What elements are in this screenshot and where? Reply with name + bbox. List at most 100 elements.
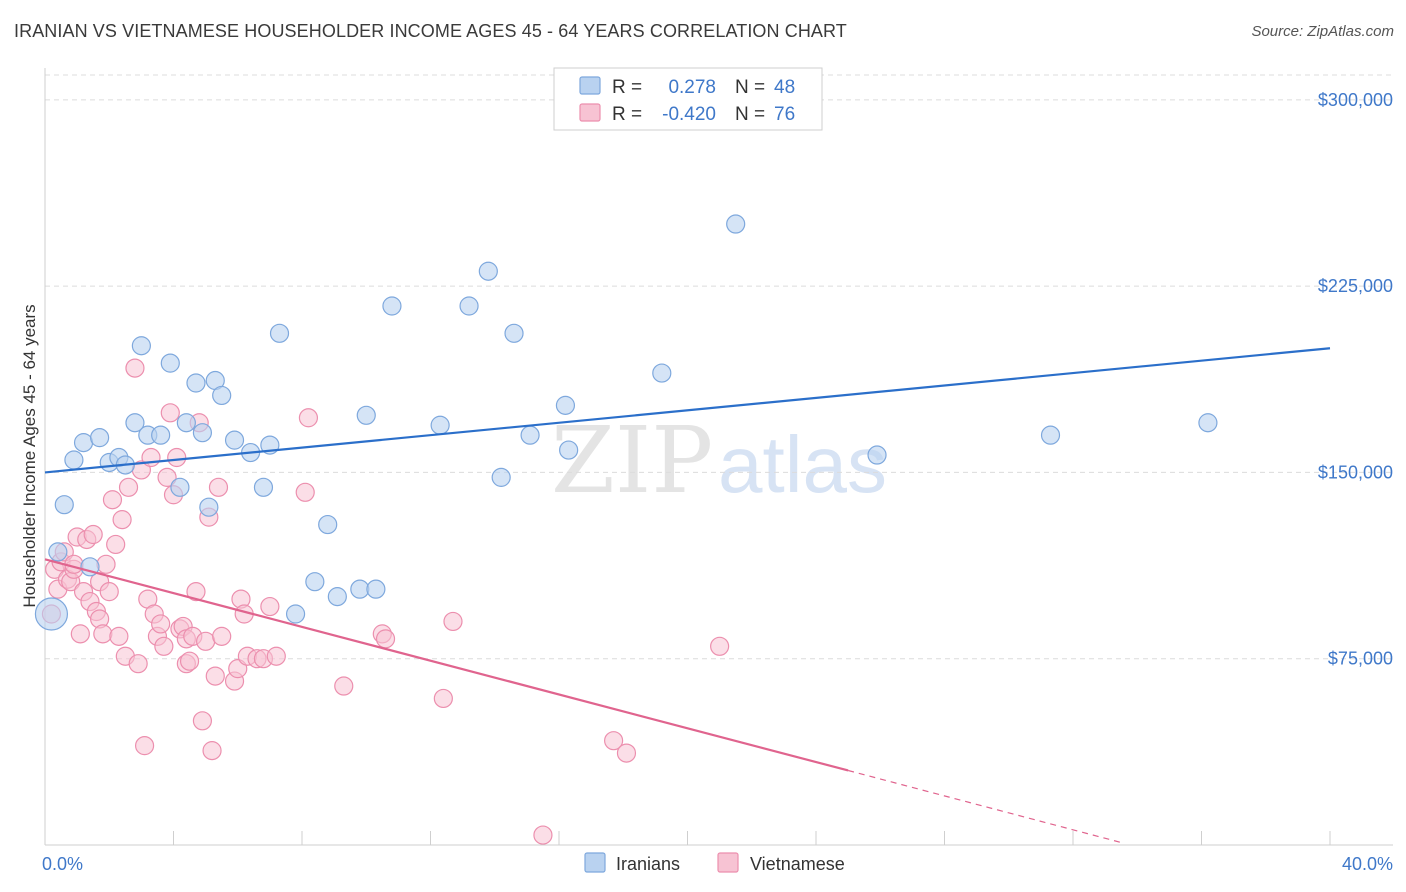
iranian-point bbox=[867, 445, 887, 465]
x-tick-label-min: 0.0% bbox=[42, 854, 83, 874]
iranian-point bbox=[73, 433, 94, 453]
vietnamese-point bbox=[112, 510, 132, 530]
iranian-point bbox=[430, 415, 450, 435]
y-tick-label: $75,000 bbox=[1328, 649, 1393, 669]
vietnamese-point bbox=[192, 711, 213, 731]
iranian-points bbox=[34, 214, 1218, 631]
iranian-point bbox=[459, 296, 479, 316]
vietnamese-point bbox=[433, 688, 453, 709]
series-legend-swatch-vietnamese bbox=[717, 852, 739, 873]
vietnamese-point bbox=[157, 467, 177, 487]
vietnamese-point bbox=[151, 614, 171, 634]
iranian-point bbox=[34, 597, 69, 631]
vietnamese-point bbox=[710, 636, 730, 656]
vietnamese-point bbox=[160, 403, 180, 423]
iranian-point bbox=[652, 363, 672, 383]
iranian-point bbox=[559, 440, 579, 460]
iranian-point bbox=[54, 495, 74, 515]
vietnamese-point bbox=[99, 582, 119, 602]
iranian-point bbox=[327, 587, 347, 607]
trend-lines bbox=[44, 347, 1331, 844]
iranian-point bbox=[253, 477, 274, 497]
iranian-point bbox=[382, 296, 402, 316]
iranian-point bbox=[269, 323, 290, 343]
legend-n-value-iranians: 48 bbox=[774, 77, 795, 98]
vietnamese-point bbox=[334, 676, 354, 696]
vietnamese-point bbox=[134, 736, 155, 756]
iranian-point bbox=[1198, 413, 1218, 433]
legend-r-label-vietnamese: R = bbox=[612, 104, 642, 125]
iranian-point bbox=[176, 413, 196, 433]
series-legend-label-iranians: Iranians bbox=[616, 854, 680, 874]
vietnamese-point bbox=[298, 408, 319, 428]
vietnamese-point bbox=[102, 490, 123, 510]
source-label: Source: ZipAtlas.com bbox=[1251, 23, 1394, 40]
iranian-trend-line bbox=[44, 347, 1331, 474]
vietnamese-point bbox=[93, 624, 113, 644]
legend-swatch-vietnamese bbox=[579, 103, 601, 122]
legend-n-label-iranians: N = bbox=[735, 77, 765, 98]
iranian-point bbox=[224, 430, 245, 450]
iranian-point bbox=[305, 572, 325, 592]
correlation-legend: R = 0.278 N = 48 R = -0.420 N = 76 bbox=[553, 67, 823, 131]
iranian-point bbox=[212, 385, 232, 406]
legend-r-label-iranians: R = bbox=[612, 77, 642, 98]
series-legend-label-vietnamese: Vietnamese bbox=[750, 854, 845, 874]
vietnamese-point bbox=[128, 654, 148, 674]
legend-n-value-vietnamese: 76 bbox=[774, 104, 795, 125]
vietnamese-point bbox=[118, 477, 139, 497]
vietnamese-point bbox=[616, 743, 637, 763]
iranian-point bbox=[48, 542, 68, 562]
vietnamese-point bbox=[70, 624, 90, 644]
vietnamese-point bbox=[167, 447, 187, 468]
y-tick-label: $300,000 bbox=[1318, 90, 1393, 110]
vietnamese-point bbox=[208, 477, 229, 497]
y-tick-labels: $75,000 $150,000 $225,000 $300,000 bbox=[1318, 90, 1393, 669]
iranian-point bbox=[90, 428, 110, 448]
axes bbox=[44, 68, 1393, 846]
vietnamese-points bbox=[41, 358, 730, 845]
legend-r-value-iranians: 0.278 bbox=[668, 77, 716, 98]
iranian-point bbox=[504, 323, 524, 343]
vietnamese-point bbox=[604, 731, 624, 751]
iranian-point bbox=[170, 477, 190, 497]
vietnamese-point bbox=[375, 629, 396, 649]
y-tick-label: $225,000 bbox=[1318, 276, 1393, 296]
iranian-point bbox=[491, 467, 511, 487]
vietnamese-point bbox=[83, 524, 103, 545]
iranian-point bbox=[366, 579, 386, 599]
vietnamese-point bbox=[443, 611, 463, 632]
series-legend-swatch-iranians bbox=[584, 852, 606, 873]
watermark-atlas: atlas bbox=[718, 420, 887, 509]
vietnamese-point bbox=[106, 534, 126, 555]
vietnamese-point bbox=[266, 646, 286, 666]
vietnamese-point bbox=[179, 651, 200, 671]
vietnamese-point bbox=[295, 482, 315, 502]
vietnamese-point bbox=[212, 626, 232, 646]
series-legend: Iranians Vietnamese bbox=[584, 852, 845, 874]
grid-lines bbox=[45, 74, 1393, 660]
iranian-point bbox=[125, 413, 145, 433]
vietnamese-point bbox=[202, 741, 222, 761]
vietnamese-point bbox=[533, 825, 553, 845]
iranian-point bbox=[350, 579, 370, 599]
iranian-point bbox=[64, 450, 84, 470]
iranian-point bbox=[726, 214, 746, 234]
iranian-point bbox=[555, 395, 576, 415]
vietnamese-point bbox=[125, 358, 145, 378]
legend-r-value-vietnamese: -0.420 bbox=[662, 104, 716, 125]
iranian-point bbox=[199, 497, 219, 517]
vietnamese-point bbox=[196, 631, 216, 651]
iranian-point bbox=[356, 405, 376, 425]
iranian-point bbox=[131, 336, 151, 356]
y-tick-label: $150,000 bbox=[1318, 462, 1393, 482]
y-axis-label: Householder Income Ages 45 - 64 years bbox=[20, 304, 39, 607]
chart-title: IRANIAN VS VIETNAMESE HOUSEHOLDER INCOME… bbox=[14, 21, 847, 41]
watermark-zip: ZIP bbox=[551, 407, 713, 514]
iranian-point bbox=[285, 604, 306, 624]
vietnamese-point bbox=[186, 582, 206, 602]
iranian-point bbox=[520, 425, 540, 445]
iranian-point bbox=[318, 514, 338, 535]
iranian-point bbox=[1040, 425, 1061, 445]
